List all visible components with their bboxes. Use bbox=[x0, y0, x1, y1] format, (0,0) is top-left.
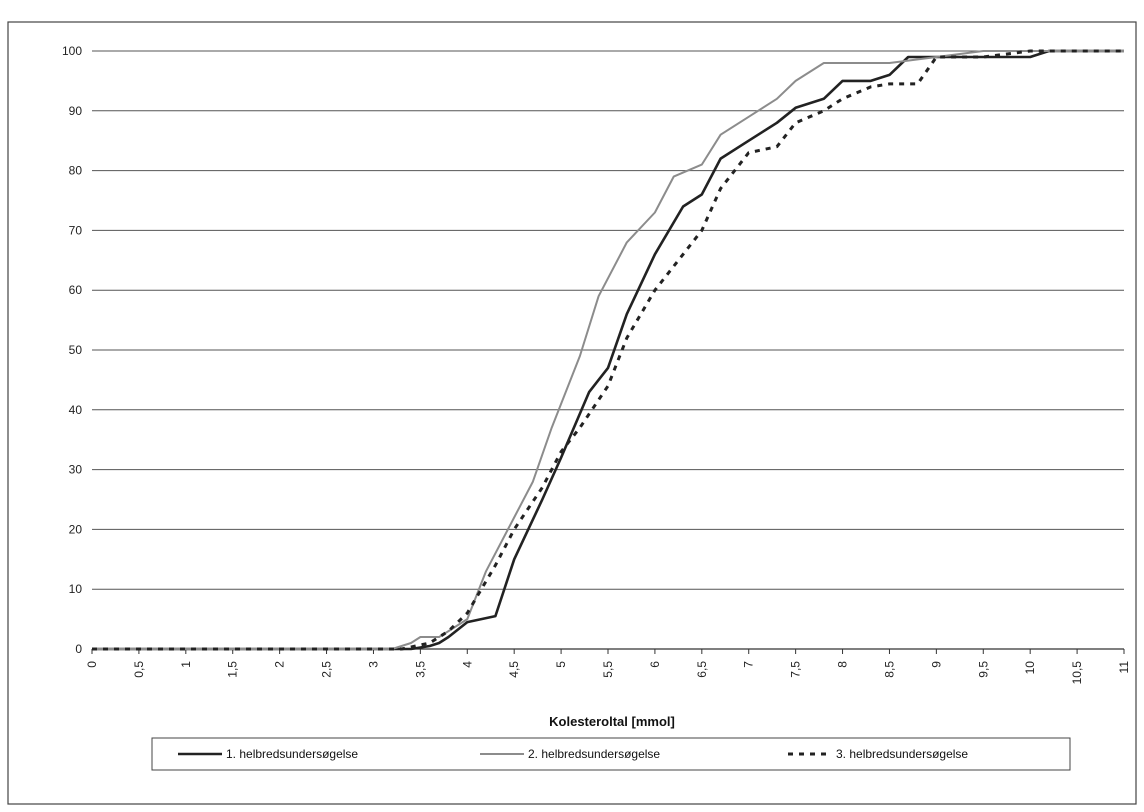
y-tick-label: 20 bbox=[69, 522, 83, 536]
x-tick-label: 7,5 bbox=[789, 661, 803, 678]
legend: 1. helbredsundersøgelse 2. helbredsunders… bbox=[151, 737, 1071, 771]
x-tick-label: 5 bbox=[554, 661, 568, 668]
legend-label-3: 3. helbredsundersøgelse bbox=[836, 747, 968, 761]
x-tick-label: 1,5 bbox=[226, 661, 240, 678]
legend-label-1: 1. helbredsundersøgelse bbox=[226, 747, 358, 761]
x-tick-label: 10 bbox=[1023, 661, 1037, 675]
y-tick-label: 100 bbox=[62, 44, 82, 58]
x-tick-label: 7 bbox=[742, 661, 756, 668]
y-tick-label: 10 bbox=[69, 582, 83, 596]
x-tick-label: 11 bbox=[1117, 661, 1131, 674]
chart-frame bbox=[7, 21, 1137, 805]
series-line-3 bbox=[92, 49, 1124, 651]
x-tick-label: 3,5 bbox=[413, 661, 427, 678]
x-tick-label: 3 bbox=[366, 661, 380, 668]
x-tick-label: 2,5 bbox=[320, 661, 334, 678]
x-tick-label: 10,5 bbox=[1070, 661, 1084, 685]
x-tick-label: 4,5 bbox=[507, 661, 521, 678]
x-tick-label: 0 bbox=[85, 661, 99, 668]
y-tick-label: 80 bbox=[69, 164, 83, 178]
y-tick-label: 50 bbox=[69, 343, 83, 357]
legend-box bbox=[151, 737, 1071, 771]
x-tick-label: 0,5 bbox=[132, 661, 146, 678]
y-tick-label: 60 bbox=[69, 283, 83, 297]
gridlines bbox=[92, 50, 1124, 590]
y-tick-label: 30 bbox=[69, 463, 83, 477]
x-tick-label: 9 bbox=[929, 661, 943, 668]
legend-label-2: 2. helbredsundersøgelse bbox=[528, 747, 660, 761]
y-tick-label: 70 bbox=[69, 223, 83, 237]
x-tick-label: 8,5 bbox=[882, 661, 896, 678]
y-tick-label: 90 bbox=[69, 104, 83, 118]
tick-labels: 0 10 20 30 40 50 60 70 80 90 100 0 0,5 1 1,5 2 2,5 3 3,5 4 4… bbox=[62, 44, 1131, 684]
series-line-1 bbox=[92, 49, 1124, 651]
y-tick-label: 0 bbox=[75, 642, 82, 656]
y-tick-label: 40 bbox=[69, 403, 83, 417]
x-tick-label: 1 bbox=[179, 661, 193, 668]
x-tick-label: 5,5 bbox=[601, 661, 615, 678]
legend-items: 1. helbredsundersøgelse 2. helbredsunders… bbox=[178, 747, 968, 761]
x-tick-label: 4 bbox=[460, 661, 474, 668]
x-tick-label: 6 bbox=[648, 661, 662, 668]
x-tick-label: 2 bbox=[273, 661, 287, 668]
series-lines bbox=[92, 49, 1124, 651]
x-tick-label: 8 bbox=[836, 661, 850, 668]
x-tick-label: 9,5 bbox=[976, 661, 990, 678]
x-tick-label: 6,5 bbox=[695, 661, 709, 678]
x-axis-title: Kolesteroltal [mmol] bbox=[549, 714, 675, 729]
